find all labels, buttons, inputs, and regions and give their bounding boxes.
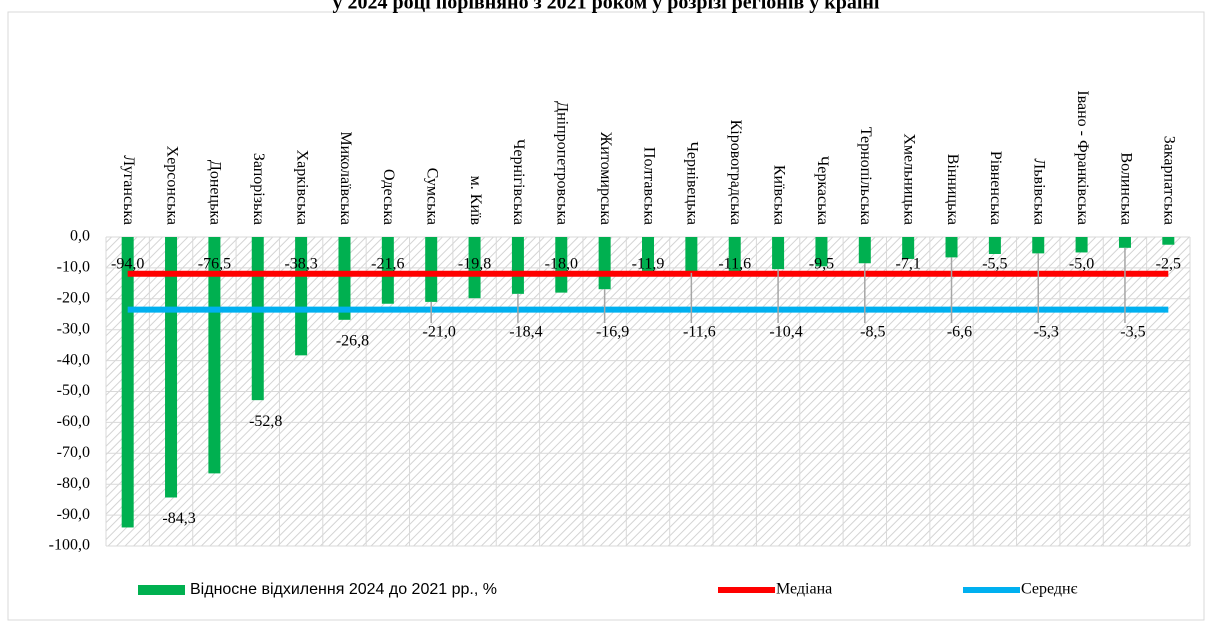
bar (1118, 237, 1131, 248)
x-tick-label: Полтавська (640, 147, 657, 225)
y-tick-label: -20,0 (57, 289, 90, 306)
x-tick-label: Івано - Франківська (1074, 90, 1091, 225)
data-label: -18,4 (509, 324, 542, 341)
bar (251, 237, 264, 401)
bar (338, 237, 351, 320)
bar (1032, 237, 1045, 254)
y-tick-label: -80,0 (57, 475, 90, 492)
bar (642, 237, 654, 274)
legend-label: Медіана (776, 581, 832, 598)
x-tick-label: Черкаська (814, 156, 831, 225)
data-label: -5,0 (1069, 256, 1094, 273)
y-tick-label: -90,0 (57, 506, 90, 523)
data-label: -8,5 (860, 324, 885, 341)
x-tick-label: Чернівецька (684, 141, 701, 225)
data-label: -6,6 (947, 324, 972, 341)
bar (1075, 237, 1088, 253)
x-tick-label: Рівненська (987, 151, 1004, 225)
data-label: -94,0 (111, 256, 144, 273)
x-tick-label: Сумська (424, 168, 441, 225)
x-tick-label: Харківська (293, 150, 310, 225)
chart-border (7, 11, 1205, 621)
bar (121, 237, 134, 528)
x-tick-label: Вінницька (944, 154, 961, 225)
data-label: -18,0 (545, 256, 578, 273)
x-tick-label: Закарпатська (1161, 136, 1178, 225)
bar (468, 237, 481, 299)
x-tick-label: Чернігівська (510, 139, 527, 225)
data-label: -7,1 (895, 256, 920, 273)
data-label: -2,5 (1156, 256, 1181, 273)
y-tick-label: -30,0 (57, 320, 90, 337)
legend-swatch (138, 585, 185, 595)
bar (381, 237, 394, 304)
data-label: -52,8 (249, 413, 282, 430)
bar (598, 237, 611, 290)
x-tick-label: Дніпропетровська (554, 101, 571, 225)
bar (988, 237, 1001, 254)
data-label: -16,9 (596, 324, 629, 341)
x-tick-label: Волинська (1117, 152, 1134, 225)
x-tick-label: Запорізька (250, 153, 267, 225)
x-tick-label: Луганська (120, 155, 137, 225)
y-tick-label: -50,0 (57, 382, 90, 399)
y-tick-label: -10,0 (57, 259, 90, 276)
data-label: -21,0 (423, 324, 456, 341)
x-tick-label: Донецька (207, 160, 224, 225)
x-tick-label: Київська (770, 165, 787, 225)
bar (1162, 237, 1175, 245)
data-label: -38,3 (284, 256, 317, 273)
chart-title: у 2024 році порівняно з 2021 роком у роз… (333, 0, 880, 14)
legend-label: Відносне відхилення 2024 до 2021 рр., % (190, 581, 497, 598)
x-tick-label: Миколаївська (337, 131, 354, 225)
data-label: -5,3 (1034, 324, 1059, 341)
data-label: -11,9 (632, 256, 665, 273)
y-tick-label: -70,0 (57, 444, 90, 461)
data-label: -19,8 (458, 256, 491, 273)
x-tick-label: Львівська (1031, 158, 1048, 225)
data-label: -21,6 (371, 256, 404, 273)
y-tick-label: -100,0 (49, 537, 90, 554)
x-tick-label: Херсонська (163, 146, 180, 225)
bar (165, 237, 178, 498)
bar (815, 237, 828, 267)
bar (728, 237, 741, 273)
bar (945, 237, 958, 258)
data-label: -10,4 (769, 324, 802, 341)
bar (772, 237, 785, 270)
y-tick-label: -60,0 (57, 413, 90, 430)
data-label: -9,5 (809, 256, 834, 273)
data-label: -11,6 (718, 256, 751, 273)
x-tick-label: м. Київ (467, 176, 484, 226)
bar (555, 237, 568, 293)
bar (295, 237, 308, 356)
bar (208, 237, 221, 474)
legend-label: Середнє (1021, 581, 1078, 598)
bar (902, 237, 915, 259)
data-label: -3,5 (1120, 324, 1145, 341)
data-label: -76,5 (198, 256, 231, 273)
y-tick-label: -40,0 (57, 351, 90, 368)
x-tick-label: Кіровоградська (727, 120, 744, 225)
bar (858, 237, 871, 264)
x-tick-label: Житомирська (597, 132, 614, 225)
x-tick-label: Одеська (380, 169, 397, 225)
bar (425, 237, 438, 302)
data-label: -26,8 (336, 332, 369, 349)
data-label: -5,5 (982, 256, 1007, 273)
y-tick-label: 0,0 (70, 228, 90, 245)
bar (511, 237, 524, 294)
x-tick-label: Тернопільська (857, 127, 874, 225)
data-label: -84,3 (162, 510, 195, 527)
bar (685, 237, 698, 273)
data-label: -11,6 (683, 324, 716, 341)
x-tick-label: Хмельницька (900, 133, 917, 225)
